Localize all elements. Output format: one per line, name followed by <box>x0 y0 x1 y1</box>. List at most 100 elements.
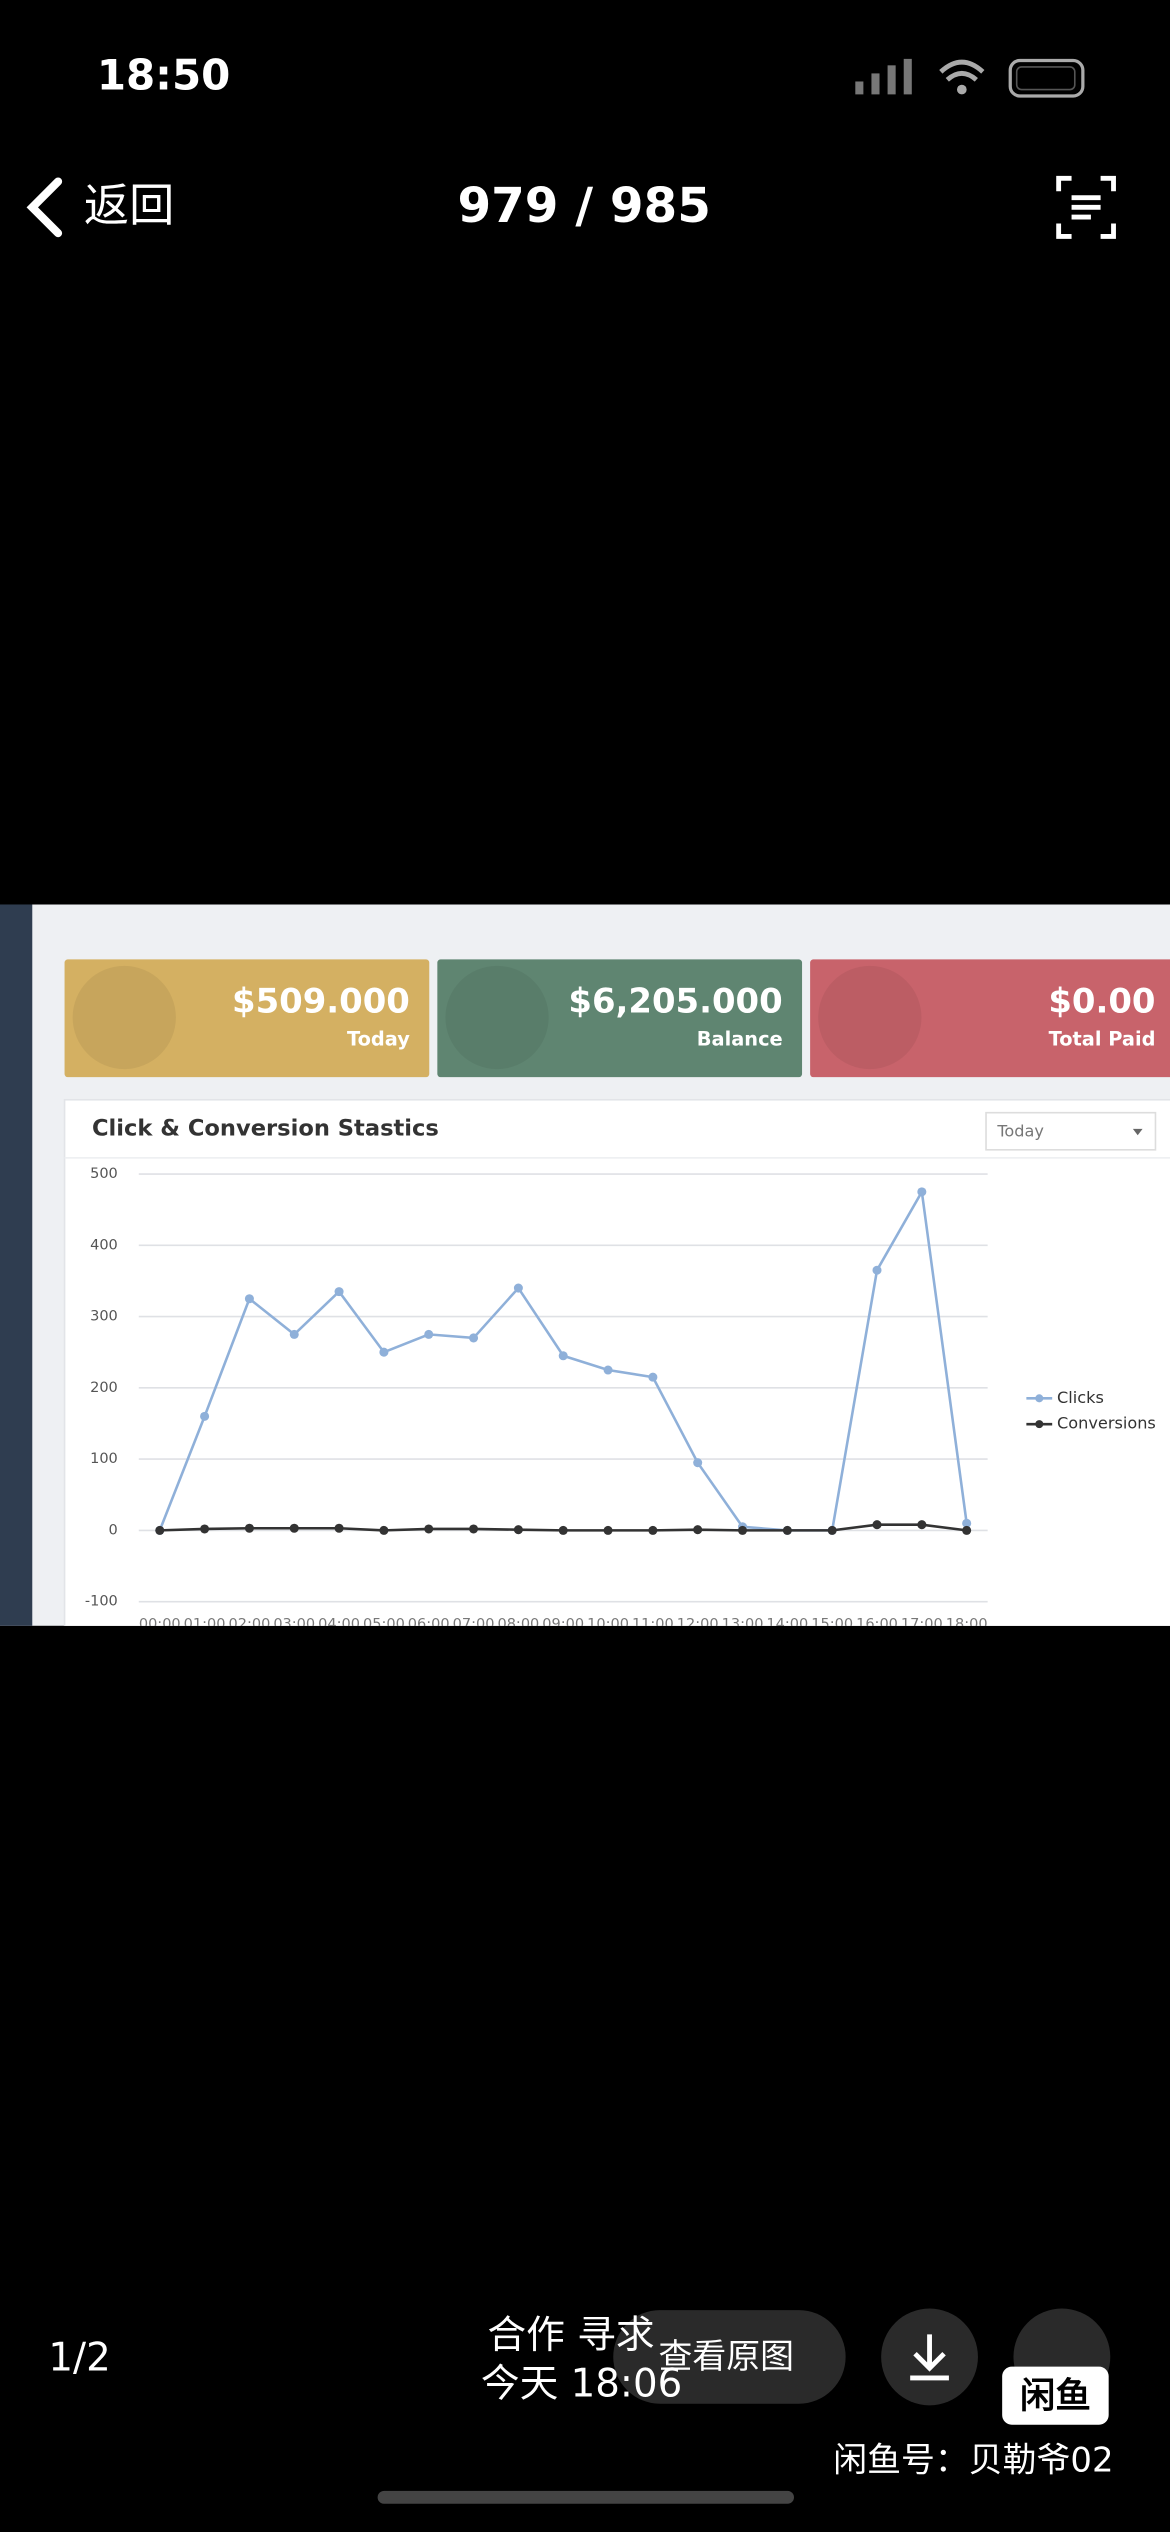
chart-title: Click & Conversion Stastics <box>92 1115 439 1141</box>
legend-label: Conversions <box>1057 1414 1156 1433</box>
back-icon[interactable] <box>26 177 63 238</box>
signal <box>855 81 864 95</box>
x-tick-label: 03:00 <box>273 1616 315 1632</box>
status-time: 18:50 <box>97 51 231 100</box>
signal <box>903 58 912 95</box>
data-point <box>200 1411 210 1421</box>
data-point <box>379 1525 389 1535</box>
battery-level <box>1015 66 1076 91</box>
y-tick-label: 400 <box>90 1237 118 1253</box>
x-tick-label: 05:00 <box>363 1616 405 1632</box>
card-icon <box>72 965 176 1070</box>
data-point <box>917 1520 927 1530</box>
y-tick-label: 200 <box>90 1380 118 1396</box>
data-point <box>827 1525 837 1535</box>
data-point <box>693 1525 703 1535</box>
screenshot: $509.000 Today $6,205.000 Balance $0.00 Total… <box>0 904 1170 1632</box>
data-point <box>244 1523 254 1533</box>
data-point <box>782 1525 792 1535</box>
signal <box>871 73 880 95</box>
scan-lines <box>1071 195 1101 220</box>
stat-card <box>64 959 430 1078</box>
card-label: Balance <box>697 1028 783 1051</box>
x-tick-label: 08:00 <box>497 1616 539 1632</box>
wifi <box>956 84 967 95</box>
data-point <box>424 1524 434 1534</box>
data-point <box>872 1520 882 1530</box>
x-tick-label: 04:00 <box>318 1616 360 1632</box>
status-icons <box>855 58 1085 98</box>
dropdown-label: Today <box>996 1122 1044 1141</box>
logo: 闲鱼 <box>1020 2375 1091 2416</box>
x-tick-label: 16:00 <box>856 1616 898 1632</box>
x-tick-label: 02:00 <box>228 1616 270 1632</box>
data-point <box>558 1351 568 1361</box>
x-tick-label: 13:00 <box>722 1616 764 1632</box>
x-tick-label: 11:00 <box>632 1616 674 1632</box>
x-tick-label: 00:00 <box>139 1616 181 1632</box>
data-point <box>603 1365 613 1375</box>
data-point <box>155 1525 165 1535</box>
data-point <box>648 1372 658 1382</box>
data-point <box>603 1525 613 1535</box>
chart-panel <box>63 1098 1170 1626</box>
data-point <box>424 1329 434 1339</box>
view-original-button[interactable] <box>613 2310 846 2404</box>
back-button[interactable]: 返回 <box>84 179 174 232</box>
wifi <box>939 59 985 82</box>
data-point <box>962 1518 972 1528</box>
data-point <box>379 1347 389 1357</box>
user-id: 闲鱼号：贝勒爷02 <box>833 2440 1113 2479</box>
y-tick-label: 0 <box>109 1522 118 1538</box>
cards: $509.000 Today $6,205.000 Balance $0.00 Total… <box>64 959 1170 1078</box>
plot: -100 0 100 200 300 400 500 00:00 01:00 02:00 03:00… <box>85 1166 1156 1632</box>
data-point <box>469 1333 479 1343</box>
caption: 合作 寻求 <box>487 2313 654 2358</box>
logo-badge <box>1002 2366 1109 2425</box>
data-point <box>334 1287 344 1297</box>
card-amount: $0.00 <box>1048 981 1155 1020</box>
data-point <box>648 1525 658 1535</box>
data-point <box>558 1525 568 1535</box>
x-tick-label: 12:00 <box>677 1616 719 1632</box>
data-point <box>289 1329 299 1339</box>
home-indicator <box>377 2490 794 2504</box>
y-tick-label: 300 <box>90 1309 118 1325</box>
x-tick-label: 10:00 <box>587 1616 629 1632</box>
x-tick-label: 07:00 <box>453 1616 495 1632</box>
battery <box>1008 58 1085 98</box>
card-amount: $6,205.000 <box>568 981 782 1020</box>
data-point <box>962 1525 972 1535</box>
data-point <box>289 1523 299 1533</box>
x-tick-label: 17:00 <box>901 1616 943 1632</box>
y-tick-label: 500 <box>90 1166 118 1182</box>
x-tick-label: 15:00 <box>811 1616 853 1632</box>
view-original-label[interactable]: 查看原图 <box>658 2337 794 2376</box>
scan-frame <box>1056 175 1116 239</box>
x-tick-label: 06:00 <box>408 1616 450 1632</box>
y-tick-label: -100 <box>85 1594 118 1610</box>
data-point <box>469 1524 479 1534</box>
legend-dot <box>1035 1420 1044 1429</box>
page-indicator: 1/2 <box>48 2336 110 2381</box>
data-point <box>244 1294 254 1304</box>
x-tick-label: 09:00 <box>542 1616 584 1632</box>
card-label: Today <box>347 1028 410 1051</box>
data-point <box>513 1525 523 1535</box>
data-point <box>200 1524 210 1534</box>
card-amount: $509.000 <box>232 981 410 1020</box>
signal <box>887 65 896 95</box>
data-point <box>513 1283 523 1293</box>
range-dropdown[interactable] <box>985 1111 1157 1151</box>
scan-icon[interactable] <box>1056 175 1116 239</box>
date: 今天 18:06 <box>481 2361 682 2406</box>
data-point <box>334 1523 344 1533</box>
data-point <box>738 1525 748 1535</box>
data-point <box>872 1265 882 1275</box>
legend-dot <box>1035 1394 1044 1403</box>
x-tick-label: 18:00 <box>946 1616 988 1632</box>
download-icon <box>910 2334 949 2381</box>
legend-label: Clicks <box>1057 1388 1104 1407</box>
